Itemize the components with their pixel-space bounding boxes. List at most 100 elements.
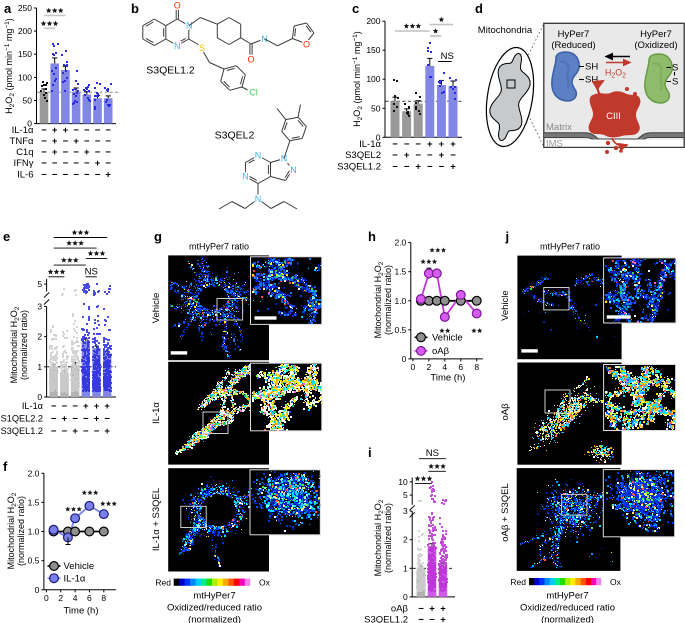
svg-text:0: 0 [44,593,49,603]
svg-text:N: N [255,194,262,204]
svg-text:g: g [154,229,162,244]
svg-text:Mitochondrial H2O2: Mitochondrial H2O2 [9,306,21,383]
svg-text:mtHyPer7 ratio: mtHyPer7 ratio [189,242,249,252]
svg-text:H2O2 (pmol min−1 mg−1): H2O2 (pmol min−1 mg−1) [4,18,16,114]
svg-text:IL-1α: IL-1α [12,125,34,136]
svg-text:−: − [95,125,101,136]
svg-text:+: + [105,169,111,180]
svg-text:−: − [41,169,47,180]
svg-text:−: − [51,401,57,412]
svg-text:−: − [84,158,90,169]
svg-text:−: − [95,147,101,158]
svg-text:−: − [52,169,58,180]
svg-text:N: N [255,151,262,161]
svg-text:h: h [368,229,376,244]
svg-text:0: 0 [402,354,407,364]
svg-text:mtHyPer7 ratio: mtHyPer7 ratio [540,242,600,252]
svg-text:Time (h): Time (h) [63,606,98,617]
svg-text:1: 1 [37,362,42,372]
svg-text:O: O [174,1,181,11]
svg-text:4: 4 [442,362,447,372]
svg-text:6: 6 [458,362,463,372]
svg-text:IL-6: IL-6 [17,169,33,180]
svg-text:3: 3 [403,506,408,516]
svg-text:+: + [62,414,68,425]
svg-text:−: − [415,150,421,161]
svg-text:200: 200 [366,16,380,26]
svg-text:2: 2 [37,332,42,342]
svg-text:SH: SH [585,75,598,86]
svg-text:+: + [73,136,79,147]
svg-text:(Reduced): (Reduced) [551,40,595,51]
svg-text:−: − [51,414,57,425]
svg-text:+: + [439,150,445,161]
svg-text:8: 8 [474,362,479,372]
svg-text:−: − [72,414,78,425]
svg-text:Matrix: Matrix [546,122,572,133]
svg-text:Oxidized/reduced ratio: Oxidized/reduced ratio [520,603,615,614]
svg-text:(normalized ratio): (normalized ratio) [16,496,26,566]
svg-text:2.0: 2.0 [394,238,406,248]
svg-text:Mitochondrial H2O2: Mitochondrial H2O2 [6,492,18,569]
svg-text:+: + [84,147,90,158]
svg-text:−: − [63,158,69,169]
svg-text:NS: NS [85,267,98,278]
svg-text:N: N [242,172,249,182]
svg-text:Ox: Ox [259,577,271,587]
svg-text:−: − [72,401,78,412]
svg-text:+: + [52,125,58,136]
svg-text:C1q: C1q [16,147,33,158]
svg-text:HyPer7: HyPer7 [640,29,672,40]
svg-text:+: + [52,147,58,158]
svg-text:+: + [94,414,100,425]
svg-text:250: 250 [18,3,32,13]
svg-text:−: − [392,150,398,161]
svg-text:S: S [672,77,678,88]
svg-text:150: 150 [366,45,380,55]
svg-text:1.0: 1.0 [394,296,406,306]
svg-text:3: 3 [37,301,42,311]
svg-text:oAβ + S3QEL: oAβ + S3QEL [500,483,511,542]
svg-text:Oxidized/reduced ratio: Oxidized/reduced ratio [167,603,262,614]
svg-text:−: − [429,615,435,623]
svg-text:+: + [439,139,445,150]
svg-text:0.5: 0.5 [394,325,406,335]
svg-text:IL-1α + S3QEL: IL-1α + S3QEL [151,488,162,551]
svg-text:−: − [63,169,69,180]
svg-text:+: + [415,161,421,172]
svg-text:IL-1α: IL-1α [359,139,381,150]
svg-text:IL-1α: IL-1α [151,402,162,424]
svg-text:−: − [62,426,68,437]
svg-text:−: − [392,139,398,150]
svg-text:S3QEL1.2: S3QEL1.2 [364,615,408,623]
svg-text:0.5: 0.5 [28,556,40,566]
svg-text:i: i [368,445,372,460]
svg-text:S: S [199,43,205,53]
svg-text:4: 4 [73,593,78,603]
svg-text:100: 100 [18,72,32,82]
svg-text:−: − [41,125,47,136]
svg-text:−: − [41,136,47,147]
svg-text:IL-1α: IL-1α [22,401,44,411]
svg-text:Time (h): Time (h) [430,373,465,384]
svg-text:CIII: CIII [606,111,621,122]
svg-text:Vehicle: Vehicle [500,290,511,321]
svg-text:Red: Red [510,577,526,587]
svg-text:−: − [73,125,79,136]
svg-text:+: + [427,139,433,150]
svg-text:(normalized ratio): (normalized ratio) [383,503,393,573]
svg-text:+: + [429,604,435,615]
svg-text:S1QEL2.2: S1QEL2.2 [1,414,43,424]
svg-text:0: 0 [403,592,408,602]
svg-text:S3QEL2: S3QEL2 [215,130,255,142]
svg-text:mtHyPer7: mtHyPer7 [193,591,235,602]
svg-text:H2O2: H2O2 [605,68,626,80]
svg-text:(normalized ratio): (normalized ratio) [383,265,393,335]
svg-text:+: + [440,604,446,615]
svg-text:0: 0 [376,132,381,142]
svg-text:(normalized ratio): (normalized ratio) [19,310,29,380]
svg-text:Mitochondrial H2O2: Mitochondrial H2O2 [373,499,385,576]
svg-text:−: − [73,147,79,158]
svg-text:−: − [105,147,111,158]
svg-text:IL-1α: IL-1α [64,573,86,584]
